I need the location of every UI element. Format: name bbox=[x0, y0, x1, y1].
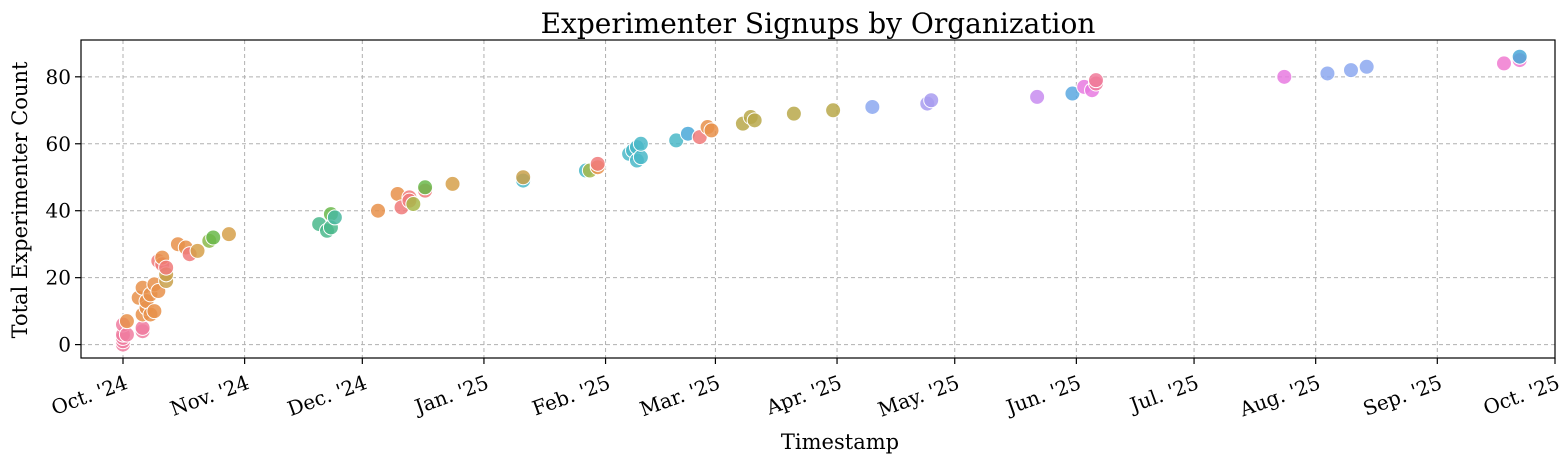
y-tick-label: 80 bbox=[46, 65, 71, 89]
data-point bbox=[118, 326, 135, 343]
y-tick-label: 0 bbox=[58, 333, 71, 357]
data-point bbox=[220, 226, 237, 243]
x-tick-label: Nov. '24 bbox=[167, 370, 252, 421]
x-tick-label: May. '25 bbox=[875, 370, 963, 422]
axis-ticks: Oct. '24 Nov. '24 Dec. '24 Jan. '25 Feb. '25… bbox=[46, 65, 1563, 422]
data-point bbox=[146, 303, 163, 320]
data-point bbox=[1358, 58, 1375, 75]
plot-frame bbox=[80, 39, 1556, 359]
data-point bbox=[158, 259, 175, 276]
x-tick-label: Jan. '25 bbox=[410, 370, 492, 419]
y-axis-label: Total Experimenter Count bbox=[8, 61, 32, 338]
data-point bbox=[923, 92, 940, 109]
x-tick-label: Jul. '25 bbox=[1125, 370, 1202, 418]
x-tick-label: Oct. '25 bbox=[1480, 370, 1563, 420]
data-point bbox=[205, 229, 222, 246]
data-point bbox=[1087, 72, 1104, 89]
data-point bbox=[405, 196, 422, 213]
y-tick-label: 40 bbox=[46, 199, 71, 223]
x-tick-label: Oct. '24 bbox=[48, 370, 131, 420]
data-point bbox=[589, 155, 606, 172]
x-tick-label: Jun. '25 bbox=[1001, 370, 1084, 420]
x-tick-label: Dec. '24 bbox=[284, 370, 370, 421]
chart-title: Experimenter Signups by Organization bbox=[541, 7, 1096, 40]
data-point bbox=[1511, 48, 1528, 65]
x-tick-label: Feb. '25 bbox=[529, 370, 613, 420]
data-point bbox=[515, 169, 532, 186]
y-tick-label: 60 bbox=[46, 132, 71, 156]
data-point bbox=[1319, 65, 1336, 82]
grid-lines bbox=[81, 40, 1556, 358]
x-axis-label: Timestamp bbox=[781, 430, 899, 454]
data-points bbox=[115, 48, 1528, 353]
data-point bbox=[189, 242, 206, 259]
data-point bbox=[1029, 88, 1046, 105]
data-point bbox=[370, 202, 387, 219]
x-tick-label: Apr. '25 bbox=[762, 370, 845, 420]
data-point bbox=[444, 175, 461, 192]
data-point bbox=[746, 112, 763, 129]
data-point bbox=[118, 313, 135, 330]
data-point bbox=[864, 98, 881, 115]
data-point bbox=[825, 102, 842, 119]
data-point bbox=[134, 319, 151, 336]
x-tick-label: Mar. '25 bbox=[637, 370, 724, 421]
data-point bbox=[703, 122, 720, 139]
data-point bbox=[632, 149, 649, 166]
data-point bbox=[326, 209, 343, 226]
data-point bbox=[785, 105, 802, 122]
x-tick-label: Aug. '25 bbox=[1235, 370, 1323, 422]
y-tick-label: 20 bbox=[46, 266, 71, 290]
data-point bbox=[1276, 68, 1293, 85]
data-point bbox=[632, 135, 649, 152]
data-point bbox=[417, 179, 434, 196]
data-point bbox=[1342, 62, 1359, 79]
data-point bbox=[1495, 55, 1512, 72]
x-tick-label: Sep. '25 bbox=[1360, 370, 1445, 421]
